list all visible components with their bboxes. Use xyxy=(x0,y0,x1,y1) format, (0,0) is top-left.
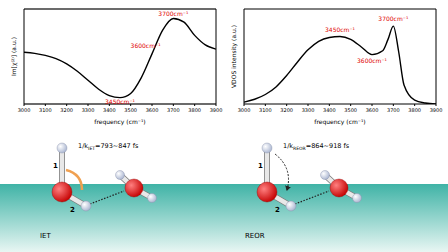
svg-text:3800: 3800 xyxy=(408,107,421,113)
svg-text:IET: IET xyxy=(40,232,51,240)
svg-text:3450cm⁻¹: 3450cm⁻¹ xyxy=(325,26,356,33)
svg-text:3500: 3500 xyxy=(124,107,137,113)
svg-text:REOR: REOR xyxy=(245,232,265,240)
svg-text:3500: 3500 xyxy=(344,107,357,113)
svg-text:3200: 3200 xyxy=(280,107,293,113)
svg-text:frequency (cm⁻¹): frequency (cm⁻¹) xyxy=(314,118,365,126)
svg-text:3450cm⁻¹: 3450cm⁻¹ xyxy=(105,98,136,105)
svg-text:2: 2 xyxy=(275,206,280,214)
svg-text:3000: 3000 xyxy=(238,107,251,113)
svg-text:Im[χ⁽²⁾] (a.u.): Im[χ⁽²⁾] (a.u.) xyxy=(10,37,18,76)
svg-text:3400: 3400 xyxy=(323,107,336,113)
svg-text:3700cm⁻¹: 3700cm⁻¹ xyxy=(378,15,409,22)
svg-text:3600: 3600 xyxy=(146,107,159,113)
svg-text:1/kIET=793~847 fs: 1/kIET=793~847 fs xyxy=(78,142,139,151)
svg-text:3600cm⁻¹: 3600cm⁻¹ xyxy=(131,42,162,49)
svg-text:1: 1 xyxy=(258,162,263,170)
svg-text:3200: 3200 xyxy=(60,107,73,113)
svg-text:VDOS intensity (a.u.): VDOS intensity (a.u.) xyxy=(230,25,238,88)
svg-text:3300: 3300 xyxy=(82,107,95,113)
svg-text:3100: 3100 xyxy=(39,107,52,113)
svg-text:3600: 3600 xyxy=(366,107,379,113)
svg-text:3900: 3900 xyxy=(430,107,443,113)
svg-text:3000: 3000 xyxy=(18,107,31,113)
svg-text:frequency (cm⁻¹): frequency (cm⁻¹) xyxy=(94,118,145,126)
svg-text:3400: 3400 xyxy=(103,107,116,113)
svg-text:1/kREOR=864~918 fs: 1/kREOR=864~918 fs xyxy=(283,142,350,151)
svg-text:2: 2 xyxy=(70,206,75,214)
svg-text:3700: 3700 xyxy=(387,107,400,113)
svg-text:3600cm⁻¹: 3600cm⁻¹ xyxy=(357,57,388,64)
svg-text:1: 1 xyxy=(53,162,58,170)
svg-text:3800: 3800 xyxy=(188,107,201,113)
svg-text:3700: 3700 xyxy=(167,107,180,113)
svg-text:3700cm⁻¹: 3700cm⁻¹ xyxy=(158,10,189,17)
svg-text:3900: 3900 xyxy=(210,107,223,113)
svg-text:3100: 3100 xyxy=(259,107,272,113)
svg-text:3300: 3300 xyxy=(302,107,315,113)
